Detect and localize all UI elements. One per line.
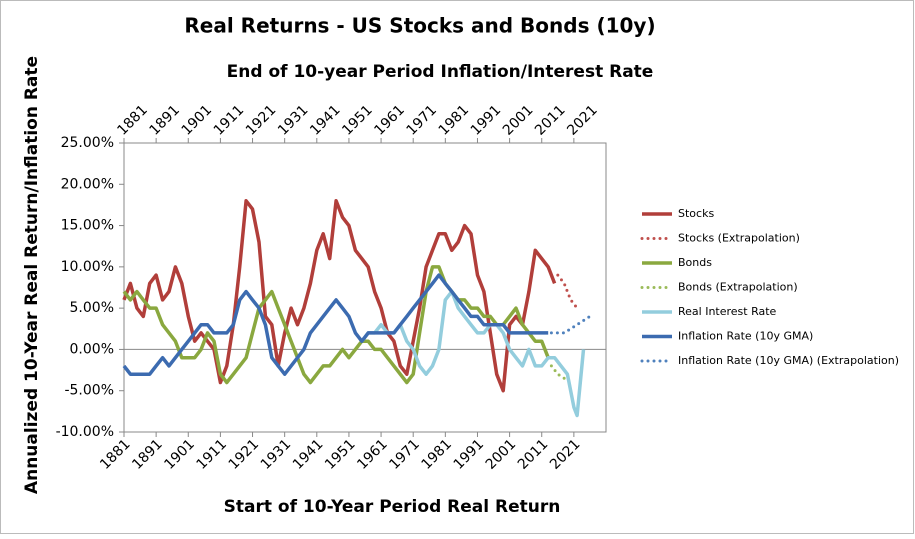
chart-title: Real Returns - US Stocks and Bonds (10y) [184,14,655,38]
x-axis-title: Start of 10-Year Period Real Return [224,497,561,517]
legend-label: Inflation Rate (10y GMA) [678,330,813,343]
series-line [556,273,579,310]
x2-axis-title: End of 10-year Period Inflation/Interest… [227,62,654,82]
y-tick-label: 5.00% [70,300,114,316]
series-line [549,314,592,335]
plot-area [123,142,607,433]
series-line [122,265,550,385]
y-tick-label: 10.00% [61,259,114,275]
y-tick-label: 20.00% [61,176,114,192]
series-line [549,364,569,381]
legend-label: Bonds [678,256,712,269]
y-tick-label: -10.00% [56,424,114,440]
legend-label: Stocks [678,207,714,220]
series-line [122,199,557,393]
y-tick-label: 15.00% [61,218,114,234]
legend-label: Stocks (Extrapolation) [678,232,800,245]
series-line [122,273,549,376]
legend-label: Bonds (Extrapolation) [678,281,798,294]
y-axis-title: Annualized 10-Year Real Return/Inflation… [22,56,42,494]
y-tick-label: 0.00% [70,341,114,357]
y-tick-label: -5.00% [64,383,114,399]
y-tick-label: 25.00% [61,135,114,151]
legend-label: Real Interest Rate [678,305,777,318]
legend-label: Inflation Rate (10y GMA) (Extrapolation) [678,354,899,367]
